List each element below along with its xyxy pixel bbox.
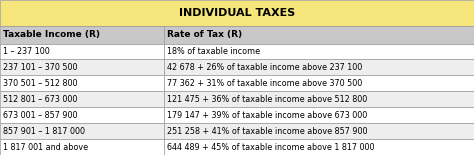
Text: 42 678 + 26% of taxable income above 237 100: 42 678 + 26% of taxable income above 237… (167, 63, 362, 72)
Bar (164, 123, 474, 139)
Bar (0, 139, 164, 155)
Text: 857 901 – 1 817 000: 857 901 – 1 817 000 (3, 127, 85, 136)
Bar (0, 26, 164, 44)
Text: 251 258 + 41% of taxable income above 857 900: 251 258 + 41% of taxable income above 85… (167, 127, 367, 136)
Bar (164, 44, 474, 60)
Bar (164, 91, 474, 107)
Bar (0, 60, 164, 75)
Bar (0, 107, 164, 123)
Text: 77 362 + 31% of taxable income above 370 500: 77 362 + 31% of taxable income above 370… (167, 79, 362, 88)
Text: 179 147 + 39% of taxable income above 673 000: 179 147 + 39% of taxable income above 67… (167, 111, 367, 120)
Bar (164, 60, 474, 75)
Text: 18% of taxable income: 18% of taxable income (167, 47, 260, 56)
Bar (164, 26, 474, 44)
Text: 1 – 237 100: 1 – 237 100 (3, 47, 50, 56)
Bar (0, 91, 164, 107)
Text: 512 801 – 673 000: 512 801 – 673 000 (3, 95, 78, 104)
Bar (164, 75, 474, 91)
Text: 673 001 – 857 900: 673 001 – 857 900 (3, 111, 78, 120)
Text: 1 817 001 and above: 1 817 001 and above (3, 143, 89, 152)
Bar (164, 139, 474, 155)
Text: Taxable Income (R): Taxable Income (R) (3, 30, 100, 39)
Bar (0, 123, 164, 139)
Text: 370 501 – 512 800: 370 501 – 512 800 (3, 79, 78, 88)
Bar (0, 75, 164, 91)
Text: 121 475 + 36% of taxable income above 512 800: 121 475 + 36% of taxable income above 51… (167, 95, 367, 104)
Bar (164, 107, 474, 123)
Bar (0, 44, 164, 60)
Bar (0, 0, 474, 26)
Text: Rate of Tax (R): Rate of Tax (R) (167, 30, 242, 39)
Text: 644 489 + 45% of taxable income above 1 817 000: 644 489 + 45% of taxable income above 1 … (167, 143, 374, 152)
Text: 237 101 – 370 500: 237 101 – 370 500 (3, 63, 78, 72)
Text: INDIVIDUAL TAXES: INDIVIDUAL TAXES (179, 8, 295, 18)
